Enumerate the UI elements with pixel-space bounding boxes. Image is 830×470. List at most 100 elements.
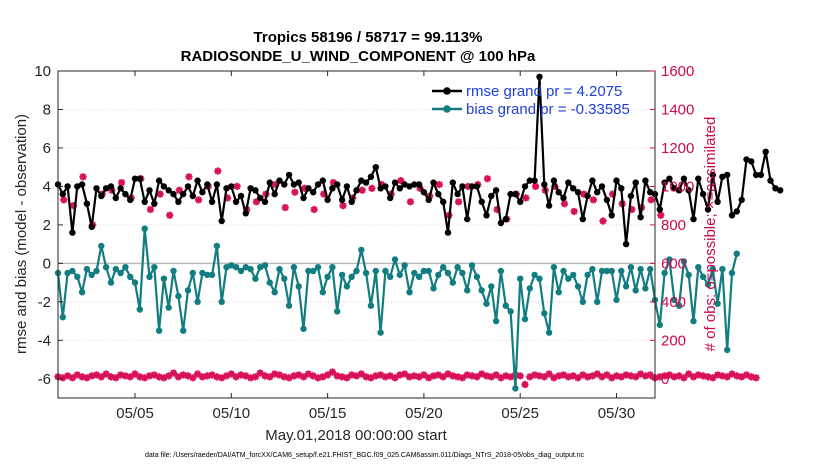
bias-point [454, 264, 461, 271]
rmse-point [772, 185, 779, 192]
obs-assimilated-marker [550, 374, 558, 382]
bias-point [468, 262, 476, 269]
rmse-point [343, 183, 351, 190]
rmse-point [714, 198, 721, 205]
chart-legend: rmse grand pr = 4.2075 bias grand pr = -… [432, 83, 630, 118]
chart-title-line2: RADIOSONDE_U_WIND_COMPONENT @ 100 hPa [181, 48, 536, 65]
x-tick-label: 05/30 [598, 405, 636, 422]
bias-point [343, 283, 351, 290]
bias-point [358, 246, 365, 254]
rmse-point [204, 181, 211, 188]
obs-assimilated-marker [155, 373, 163, 381]
obs-assimilated-marker [60, 196, 68, 204]
obs-assimilated-marker [386, 372, 394, 380]
bias-point [218, 298, 225, 305]
obs-assimilated-marker [126, 373, 134, 381]
rmse-point [261, 198, 269, 205]
bias-point [266, 279, 273, 286]
obs-assimilated-marker [141, 374, 149, 382]
bias-point [637, 265, 644, 273]
obs-assimilated-marker [121, 372, 130, 380]
obs-assimilated-marker [531, 371, 539, 379]
bias-point [223, 264, 230, 271]
bias-point [603, 267, 611, 275]
obs-assimilated-marker [564, 373, 572, 381]
rmse-point [598, 183, 606, 190]
obs-assimilated-marker [704, 373, 712, 381]
rmse-point [127, 196, 134, 204]
obs-assimilated-marker [396, 371, 404, 379]
obs-assimilated-marker [314, 374, 322, 382]
obs-assimilated-marker [478, 370, 486, 378]
bias-line [56, 227, 738, 390]
bias-point [430, 285, 437, 292]
plot-frame [57, 70, 656, 399]
obs-assimilated-marker [368, 184, 376, 192]
obs-assimilated-marker [598, 373, 606, 381]
rmse-point [329, 185, 336, 192]
obs-assimilated-marker [483, 175, 492, 183]
rmse-point [521, 183, 529, 190]
rmse-point [180, 190, 187, 198]
obs-assimilated-marker [555, 372, 563, 380]
obs-assimilated-marker [367, 374, 375, 382]
bias-point [204, 271, 211, 279]
obs-assimilated-marker [522, 194, 530, 202]
bias-point [526, 285, 533, 292]
obs-assimilated-marker [458, 374, 467, 382]
x-tick-label: 05/05 [116, 405, 154, 422]
obs-assimilated-marker [348, 371, 356, 379]
bias-point [699, 273, 707, 280]
rmse-point [136, 175, 143, 182]
rmse-point [184, 183, 192, 190]
bias-point [594, 298, 601, 305]
bias-point [598, 267, 606, 275]
rmse-point [627, 192, 635, 200]
rmse-point [483, 212, 490, 219]
rmse-point [242, 210, 249, 217]
bias-point [367, 302, 375, 309]
obs-assimilated-marker [261, 372, 269, 380]
obs-assimilated-marker [117, 178, 126, 187]
obs-assimilated-marker [304, 370, 312, 378]
rmse-point [266, 179, 273, 186]
left-y-tick-label: -6 [38, 371, 51, 388]
rmse-point [387, 194, 394, 202]
obs-assimilated-marker [319, 373, 327, 381]
rmse-point [531, 177, 538, 184]
rmse-point [69, 229, 76, 236]
left-y-tick-label: 4 [43, 178, 51, 195]
legend-bias-marker [443, 105, 451, 113]
obs-assimilated-marker [583, 373, 592, 381]
obs-assimilated-marker [59, 374, 67, 382]
obs-assimilated-marker [521, 380, 529, 389]
obs-assimilated-marker [401, 370, 409, 378]
rmse-point [709, 171, 716, 179]
bias-point [247, 265, 254, 273]
obs-assimilated-marker [92, 371, 101, 379]
rmse-point [777, 187, 784, 194]
obs-assimilated-marker [251, 373, 259, 381]
rmse-point [502, 215, 509, 223]
bias-point [160, 275, 168, 282]
obs-assimilated-marker [728, 370, 736, 378]
bias-point [671, 296, 678, 304]
obs-assimilated-marker [184, 372, 192, 380]
bias-point [295, 283, 302, 290]
obs-assimilated-marker [738, 373, 746, 381]
obs-assimilated-marker [589, 196, 597, 204]
obs-assimilated-marker [339, 202, 347, 210]
bias-point [675, 302, 683, 309]
bias-point [666, 256, 673, 263]
obs-assimilated-marker [535, 372, 544, 380]
obs-assimilated-marker [362, 373, 370, 381]
right-y-tick-label: 0 [661, 371, 669, 388]
obs-assimilated-marker [689, 373, 698, 381]
rmse-point [752, 171, 760, 179]
x-tick-label: 05/10 [213, 405, 251, 422]
obs-assimilated-marker [116, 371, 125, 379]
obs-assimilated-marker [320, 190, 328, 198]
bias-point [449, 279, 456, 286]
obs-assimilated-marker [112, 374, 120, 382]
bias-point [237, 267, 245, 275]
